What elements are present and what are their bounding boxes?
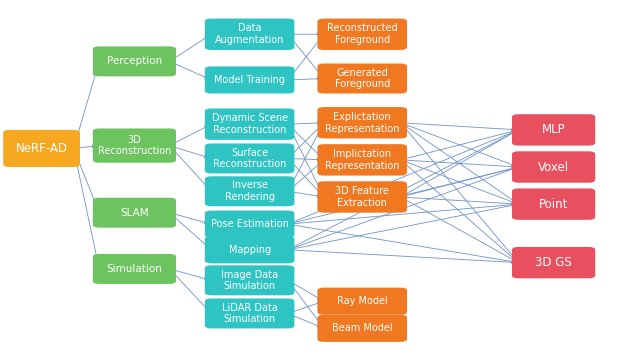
FancyBboxPatch shape (3, 130, 80, 167)
Text: Point: Point (539, 198, 568, 211)
Text: Explictation
Representation: Explictation Representation (325, 112, 399, 133)
Text: Data
Augmentation: Data Augmentation (215, 23, 284, 45)
Text: Perception: Perception (107, 56, 162, 67)
FancyBboxPatch shape (205, 211, 294, 238)
Text: LiDAR Data
Simulation: LiDAR Data Simulation (221, 303, 278, 324)
FancyBboxPatch shape (317, 107, 407, 138)
FancyBboxPatch shape (205, 266, 294, 295)
Text: Implictation
Representation: Implictation Representation (325, 149, 399, 171)
FancyBboxPatch shape (93, 129, 176, 163)
FancyBboxPatch shape (512, 247, 595, 278)
Text: 3D
Reconstruction: 3D Reconstruction (98, 135, 171, 156)
FancyBboxPatch shape (512, 114, 595, 145)
Text: Voxel: Voxel (538, 160, 569, 173)
Text: Beam Model: Beam Model (332, 323, 392, 333)
Text: Image Data
Simulation: Image Data Simulation (221, 269, 278, 291)
Text: Inverse
Rendering: Inverse Rendering (225, 181, 275, 202)
FancyBboxPatch shape (317, 63, 407, 93)
Text: Reconstructed
Foreground: Reconstructed Foreground (327, 23, 397, 45)
Text: NeRF-AD: NeRF-AD (15, 142, 68, 155)
Text: Mapping: Mapping (228, 245, 271, 255)
Text: 3D GS: 3D GS (535, 256, 572, 269)
Text: Surface
Reconstruction: Surface Reconstruction (213, 148, 286, 169)
Text: Pose Estimation: Pose Estimation (211, 219, 289, 229)
FancyBboxPatch shape (205, 67, 294, 93)
FancyBboxPatch shape (205, 108, 294, 140)
FancyBboxPatch shape (317, 144, 407, 176)
FancyBboxPatch shape (205, 143, 294, 173)
Text: Model Training: Model Training (214, 75, 285, 85)
Text: MLP: MLP (542, 124, 565, 136)
FancyBboxPatch shape (512, 188, 595, 220)
FancyBboxPatch shape (93, 46, 176, 76)
FancyBboxPatch shape (317, 315, 407, 342)
FancyBboxPatch shape (93, 254, 176, 284)
Text: Dynamic Scene
Reconstruction: Dynamic Scene Reconstruction (212, 113, 287, 135)
Text: SLAM: SLAM (120, 208, 148, 218)
FancyBboxPatch shape (205, 176, 294, 206)
Text: Generated
Foreground: Generated Foreground (335, 68, 390, 89)
FancyBboxPatch shape (317, 181, 407, 213)
Text: Ray Model: Ray Model (337, 296, 388, 306)
FancyBboxPatch shape (317, 287, 407, 315)
FancyBboxPatch shape (93, 198, 176, 228)
Text: Simulation: Simulation (106, 264, 163, 274)
FancyBboxPatch shape (512, 151, 595, 183)
FancyBboxPatch shape (205, 236, 294, 263)
FancyBboxPatch shape (205, 18, 294, 50)
FancyBboxPatch shape (317, 18, 407, 50)
Text: 3D Feature
Extraction: 3D Feature Extraction (335, 186, 389, 208)
FancyBboxPatch shape (205, 298, 294, 329)
